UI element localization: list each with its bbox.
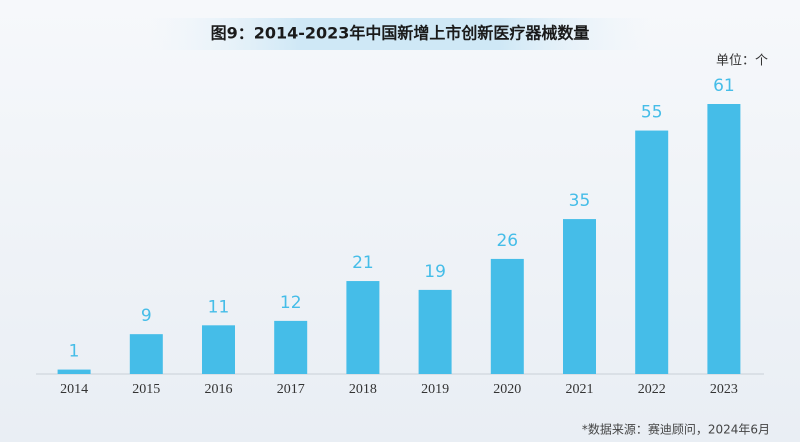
value-label: 19 [424, 262, 446, 282]
value-label: 9 [141, 306, 152, 326]
x-tick-label: 2018 [349, 382, 377, 397]
value-label: 11 [208, 297, 230, 317]
source: *数据来源：赛迪顾问，2024年6月 [582, 422, 770, 437]
value-label: 61 [713, 76, 735, 96]
bar [202, 325, 235, 374]
value-label: 35 [569, 191, 591, 211]
x-tick-label: 2021 [566, 382, 594, 397]
bar [707, 104, 741, 374]
unit-label: 单位：个 [716, 54, 768, 69]
x-tick-label: 2016 [205, 382, 233, 397]
x-tick-label: 2019 [421, 382, 449, 397]
x-tick-label: 2022 [638, 382, 666, 397]
bar [129, 334, 163, 374]
x-tick-label: 2015 [132, 382, 160, 397]
bar [274, 320, 308, 374]
value-label: 55 [641, 103, 663, 123]
x-tick-label: 2020 [493, 382, 521, 397]
value-label: 1 [69, 342, 80, 362]
bar [57, 369, 91, 374]
bar [418, 289, 452, 374]
value-label: 26 [496, 231, 518, 251]
bar [635, 130, 669, 374]
x-tick-label: 2023 [710, 382, 738, 397]
bar [490, 258, 524, 374]
value-label: 21 [352, 253, 374, 273]
title-banner [150, 18, 650, 50]
x-tick-label: 2014 [60, 382, 88, 397]
bar [346, 281, 380, 374]
value-label: 12 [280, 293, 302, 313]
chart-title: 图9：2014-2023年中国新增上市创新医疗器械数量 [211, 24, 590, 43]
x-tick-label: 2017 [277, 382, 305, 397]
bar [563, 219, 596, 374]
